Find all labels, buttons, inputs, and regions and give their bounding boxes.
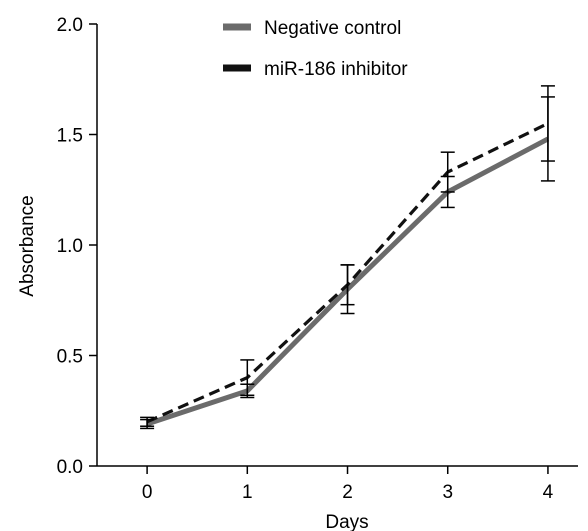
- y-tick-label: 0.0: [57, 457, 83, 478]
- x-tick-label: 1: [242, 482, 253, 503]
- x-ticks: 0 1 2 3 4: [142, 466, 554, 503]
- x-tick-label: 4: [543, 482, 554, 503]
- axes: [96, 24, 578, 467]
- legend: Negative control miR-186 inhibitor: [223, 18, 408, 80]
- legend-item-negative-control: Negative control: [223, 18, 401, 39]
- legend-item-mir-186-inhibitor: miR-186 inhibitor: [223, 59, 408, 80]
- y-tick-label: 0.5: [57, 347, 83, 368]
- error-bar-mir-186-inhibitor: [340, 264, 355, 306]
- x-axis-title: Days: [325, 512, 368, 531]
- x-tick-label: 3: [442, 482, 453, 503]
- legend-label-negative-control: Negative control: [264, 18, 401, 39]
- x-tick-label: 2: [342, 482, 353, 503]
- error-bar-mir-186-inhibitor: [240, 359, 255, 397]
- error-bar-mir-186-inhibitor: [440, 151, 455, 193]
- x-tick-label: 0: [142, 482, 153, 503]
- y-tick-label: 1.0: [57, 236, 83, 257]
- legend-label-mir-186-inhibitor: miR-186 inhibitor: [264, 59, 408, 80]
- errorbar-layer: [140, 85, 555, 430]
- y-axis-title: Absorbance: [17, 195, 38, 296]
- error-bar-mir-186-inhibitor: [140, 416, 155, 427]
- y-ticks: 0.0 0.5 1.0 1.5 2.0: [57, 15, 97, 478]
- error-bar-mir-186-inhibitor: [540, 85, 555, 162]
- y-tick-label: 2.0: [57, 15, 83, 36]
- y-tick-label: 1.5: [57, 126, 83, 147]
